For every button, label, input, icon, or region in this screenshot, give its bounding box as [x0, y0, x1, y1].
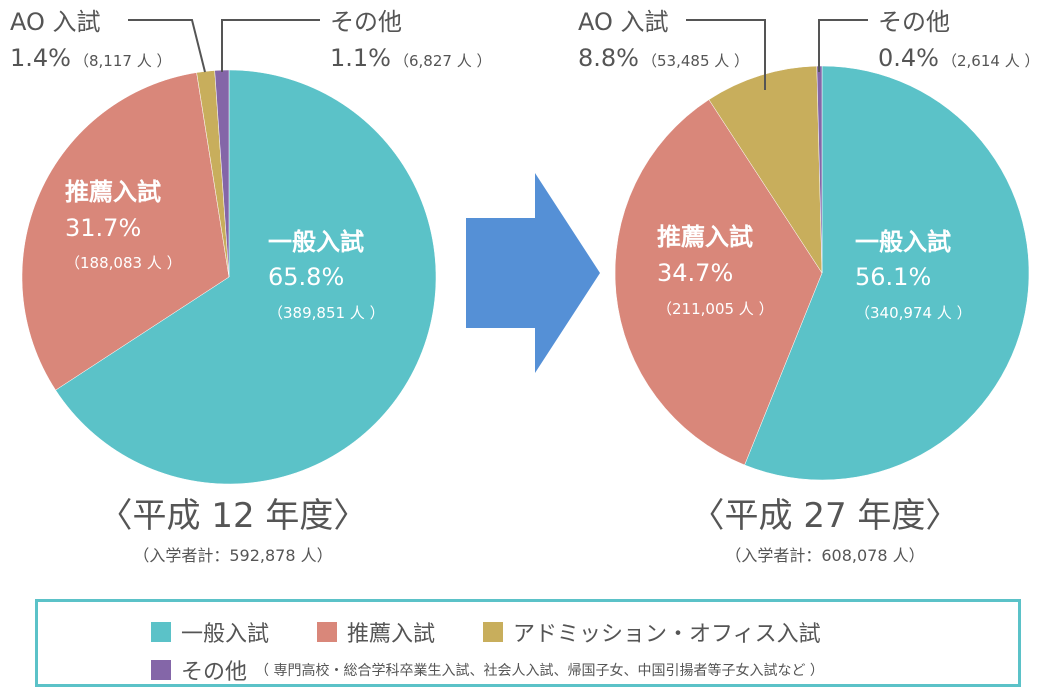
pie1-ao-leader-line: [686, 19, 766, 90]
legend-item-admissions-office: アドミッション・オフィス入試: [483, 616, 821, 648]
pie0-ao-percent: 1.4%: [10, 44, 71, 72]
legend-label-other: その他: [181, 660, 248, 685]
pie1-recommendation-percent: 34.7%: [657, 259, 733, 287]
pie0-ao-count: （8,117 人 ）: [74, 52, 171, 70]
legend-swatch-general: [151, 622, 171, 642]
legend-swatch-admissions-office: [483, 622, 504, 642]
pie0-recommendation-percent: 31.7%: [65, 214, 141, 242]
legend-swatch-other: [151, 660, 171, 680]
pie0-slice-general: [55, 69, 437, 485]
pie0-other-count: （6,827 人 ）: [394, 52, 491, 70]
pie1-other-label: その他: [878, 8, 950, 36]
pie1-slice-ao: [708, 65, 823, 274]
pie1-general-label: 一般入試: [855, 228, 951, 256]
chart-title-h27: 〈平成 27 年度〉: [690, 496, 960, 536]
legend-note-other: （ 専門高校・総合学科卒業生入試、社会人入試、帰国子女、中国引揚者等子女入試など…: [255, 663, 824, 679]
pie0-recommendation-label: 推薦入試: [65, 178, 161, 206]
pie0-other-label: その他: [330, 8, 402, 36]
pie1-slice-general: [744, 65, 1030, 481]
chart-title-h12: 〈平成 12 年度〉: [98, 496, 368, 536]
pie0-other-leader-line: [221, 19, 320, 72]
pie1-ao-label: AO 入試: [578, 8, 669, 36]
legend-label-admissions-office: アドミッション・オフィス入試: [513, 622, 821, 647]
pie1-general-percent: 56.1%: [855, 263, 931, 291]
legend-label-general: 一般入試: [181, 622, 270, 647]
pie1-recommendation-label: 推薦入試: [657, 223, 753, 251]
pie0-general-label: 一般入試: [268, 228, 364, 256]
chart-subtitle-h12: （入学者計：592,878 人）: [133, 546, 333, 565]
legend-label-recommendation: 推薦入試: [347, 622, 436, 647]
legend-swatch-recommendation: [317, 622, 338, 642]
pie0-slice-recommendation: [21, 72, 230, 391]
legend-row-other: その他 （ 専門高校・総合学科卒業生入試、社会人入試、帰国子女、中国引揚者等子女…: [151, 654, 824, 686]
pie0-general-percent: 65.8%: [268, 263, 344, 291]
pie0-recommendation-count: （188,083 人 ）: [65, 254, 182, 272]
pie1-recommendation-count: （211,005 人 ）: [657, 300, 774, 318]
pie0-ao-label: AO 入試: [10, 8, 101, 36]
pie1-other-leader-line: [818, 19, 868, 72]
pie1-other-count: （2,614 人 ）: [942, 52, 1039, 70]
legend-item-general: 一般入試: [151, 616, 269, 648]
legend: 一般入試 推薦入試 アドミッション・オフィス入試 その他 （ 専門高校・総合学科…: [35, 599, 1021, 687]
pie0-ao-leader-line: [128, 19, 206, 73]
chart-subtitle-h27: （入学者計：608,078 人）: [725, 546, 925, 565]
right-arrow-icon: [466, 173, 600, 373]
pie1-ao-count: （53,485 人 ）: [642, 52, 749, 70]
legend-item-other: その他 （ 専門高校・総合学科卒業生入試、社会人入試、帰国子女、中国引揚者等子女…: [151, 654, 824, 686]
pie1-general-count: （340,974 人 ）: [855, 304, 972, 322]
pie1-other-percent: 0.4%: [878, 44, 939, 72]
legend-item-recommendation: 推薦入試: [317, 616, 435, 648]
pie1-ao-percent: 8.8%: [578, 44, 639, 72]
pie1-slice-recommendation: [614, 99, 823, 466]
pie0-other-percent: 1.1%: [330, 44, 391, 72]
pie0-general-count: （389,851 人 ）: [268, 304, 385, 322]
legend-row-main: 一般入試 推薦入試 アドミッション・オフィス入試: [151, 616, 869, 648]
